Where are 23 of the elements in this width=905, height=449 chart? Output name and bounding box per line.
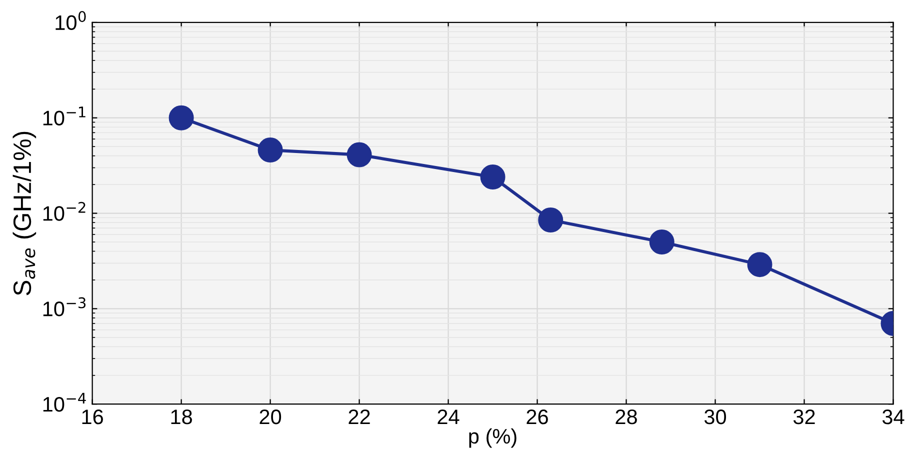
point <box>480 164 506 190</box>
y-tick-label: 10$^{0}$ <box>56 11 86 30</box>
x-tick-label: 16 <box>82 410 103 424</box>
point <box>747 252 772 278</box>
point <box>258 138 283 163</box>
point <box>649 229 674 254</box>
y-tick-label: 10$^{−2}$ <box>43 202 86 221</box>
point <box>346 142 372 168</box>
x-tick-label: 34 <box>882 410 904 424</box>
x-axis-title: p (%) <box>469 428 516 448</box>
x-tick-label: 28 <box>616 410 637 424</box>
y-axis-title: S$_{ave}$ (GHz/1%) <box>12 132 36 296</box>
point <box>538 208 564 233</box>
point <box>168 105 194 130</box>
x-tick-label: 22 <box>348 410 370 424</box>
x-tick-label: 26 <box>526 410 548 424</box>
x-tick-label: 20 <box>260 410 282 424</box>
x-tick-label: 24 <box>438 410 460 424</box>
x-tick-label: 32 <box>793 410 815 424</box>
y-tick-label: 10$^{−3}$ <box>43 297 86 316</box>
x-tick-label: 18 <box>171 410 192 424</box>
x-tick-label: 30 <box>704 410 726 424</box>
y-tick-label: 10$^{−1}$ <box>43 106 86 126</box>
